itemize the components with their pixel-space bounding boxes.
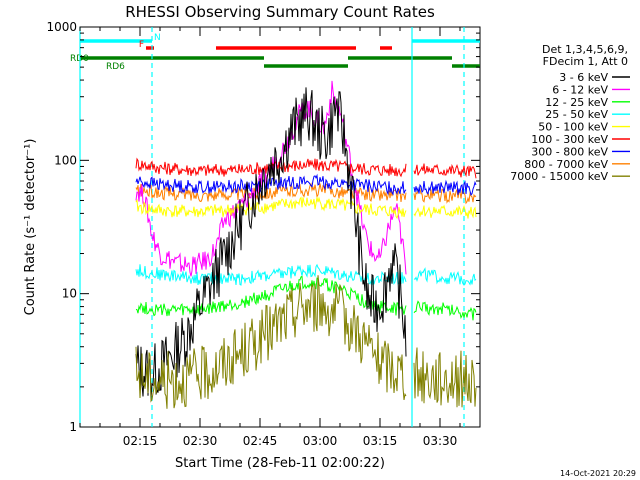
series-line-25-50-kev: [135, 263, 477, 286]
y-tick-label: 10: [62, 287, 77, 301]
plot-border: [79, 26, 481, 428]
series-line-50-100-kev: [135, 196, 477, 219]
legend-label-6-12-kev: 6 - 12 keV: [552, 83, 608, 96]
y-tick-label: 1: [69, 420, 77, 434]
x-axis-ticks: 02:15 02:30 02:45 03:00 03:15 03:30: [79, 27, 481, 448]
x-tick-label: 03:00: [303, 434, 338, 448]
vertical-markers: [79, 27, 465, 427]
x-tick-label: 02:30: [183, 434, 218, 448]
x-tick-label: 02:45: [243, 434, 278, 448]
series-line-800-7000-kev: [135, 182, 477, 205]
legend-label-800-7000-kev: 800 - 7000 keV: [524, 158, 608, 171]
y-tick-label: 100: [54, 153, 77, 167]
y-axis-ticks: 1 10 100 1000: [46, 20, 480, 434]
series-line-300-800-kev: [135, 173, 477, 197]
legend-label-3-6-kev: 3 - 6 keV: [559, 71, 608, 84]
chart-title: RHESSI Observing Summary Count Rates: [125, 3, 435, 21]
series-line-7000-15000-kev: [135, 275, 477, 409]
legend-label-7000-15000-kev: 7000 - 15000 keV: [510, 170, 608, 183]
legend-label-25-50-kev: 25 - 50 keV: [545, 108, 608, 121]
y-axis-label: Count Rate (s⁻¹ detector⁻¹): [23, 139, 38, 316]
series-line-6-12-kev: [135, 80, 407, 277]
legend: Det 1,3,4,5,6,9, FDecim 1, Att 0 3 - 6 k…: [510, 43, 630, 183]
status-bars: NFRD0RD6: [70, 33, 480, 72]
legend-header-line-2: FDecim 1, Att 0: [543, 55, 628, 68]
y-tick-label: 1000: [46, 20, 77, 34]
status-label-rd6: RD6: [106, 62, 125, 72]
legend-label-12-25-kev: 12 - 25 keV: [545, 96, 608, 109]
x-axis-label: Start Time (28-Feb-11 02:00:22): [175, 456, 385, 471]
status-label-f: F: [139, 40, 144, 50]
footer-timestamp: 14-Oct-2021 20:29: [560, 469, 636, 478]
series-line-100-300-kev: [135, 157, 477, 179]
series-line-3-6-kev: [135, 87, 407, 400]
legend-header-line-1: Det 1,3,4,5,6,9,: [542, 43, 628, 56]
legend-label-300-800-kev: 300 - 800 keV: [531, 145, 608, 158]
legend-label-100-300-kev: 100 - 300 keV: [531, 133, 608, 146]
x-tick-label: 03:15: [363, 434, 398, 448]
legend-label-50-100-kev: 50 - 100 keV: [538, 121, 608, 134]
series-lines: [135, 80, 477, 409]
series-line-12-25-kev: [135, 275, 477, 321]
plot-frame: [79, 26, 481, 428]
status-label-n: N: [154, 33, 161, 43]
x-tick-label: 02:15: [123, 434, 158, 448]
x-tick-label: 03:30: [423, 434, 458, 448]
